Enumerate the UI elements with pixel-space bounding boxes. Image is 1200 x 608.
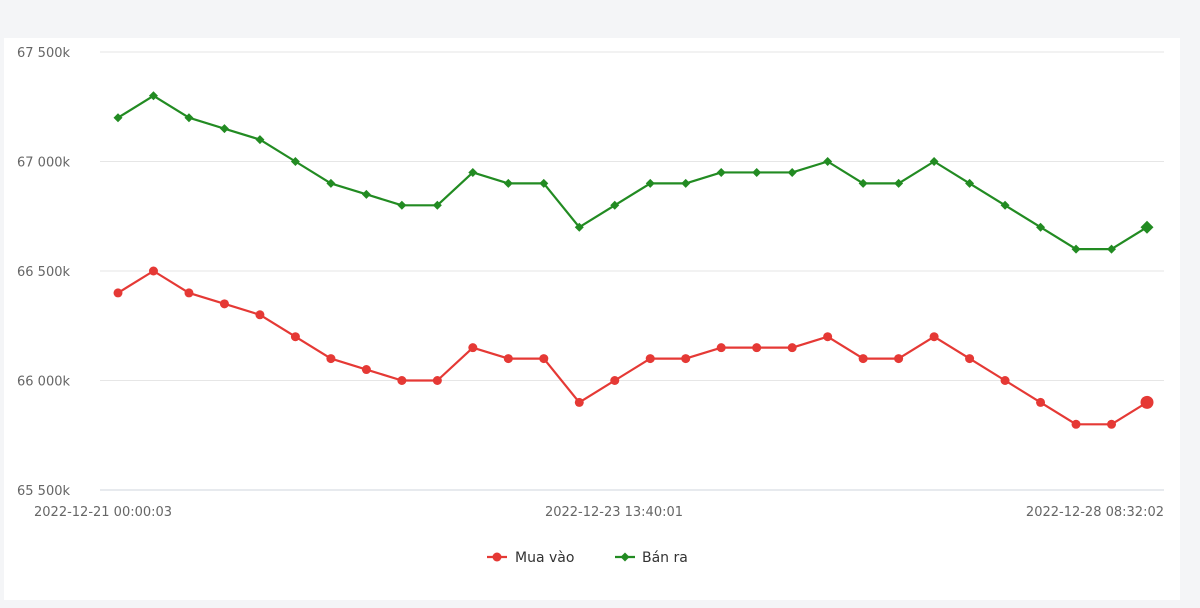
data-point[interactable] (503, 354, 513, 364)
data-point[interactable] (219, 299, 229, 309)
y-tick-label: 67 000k (17, 156, 70, 171)
data-point[interactable] (965, 178, 975, 188)
gridlines (100, 51, 1164, 491)
legend-item[interactable]: Bán ra (615, 550, 688, 566)
data-point[interactable] (610, 376, 620, 385)
x-axis-tick-labels: 2022-12-21 00:00:03 2022-12-23 13:40:01 20… (34, 505, 1164, 520)
series-layer (113, 91, 1154, 429)
data-point[interactable] (290, 332, 300, 342)
data-point[interactable] (219, 124, 229, 134)
data-point[interactable] (1140, 220, 1154, 234)
data-point[interactable] (290, 157, 300, 166)
data-point[interactable] (432, 376, 442, 385)
data-point[interactable] (113, 288, 123, 298)
y-tick-label: 67 500k (17, 46, 70, 61)
data-point[interactable] (1000, 200, 1010, 210)
data-point[interactable] (184, 288, 194, 298)
data-point[interactable] (432, 200, 442, 210)
series-ban-ra (113, 91, 1154, 254)
x-tick-label: 2022-12-28 08:32:02 (1026, 505, 1164, 520)
legend-marker (620, 552, 630, 562)
legend-item[interactable]: Mua vào (487, 550, 574, 566)
x-tick-label: 2022-12-21 00:00:03 (34, 505, 172, 520)
series-line (117, 94, 1148, 251)
data-point[interactable] (1036, 397, 1046, 407)
data-point[interactable] (787, 343, 797, 353)
data-point[interactable] (716, 167, 726, 177)
data-point[interactable] (1071, 419, 1081, 429)
data-point[interactable] (929, 332, 939, 342)
data-point[interactable] (468, 167, 478, 177)
data-point[interactable] (397, 376, 407, 385)
data-point[interactable] (326, 354, 336, 364)
data-point[interactable] (113, 113, 123, 123)
data-point[interactable] (965, 354, 975, 364)
data-point[interactable] (184, 113, 194, 123)
data-point[interactable] (1107, 244, 1117, 254)
data-point[interactable] (148, 266, 158, 276)
data-point[interactable] (397, 200, 407, 210)
chart-panel (4, 38, 1180, 600)
data-point[interactable] (787, 167, 797, 177)
data-point[interactable] (574, 222, 584, 232)
data-point[interactable] (681, 354, 691, 364)
data-point[interactable] (645, 354, 655, 364)
legend[interactable]: Mua vào Bán ra (487, 550, 688, 566)
data-point[interactable] (361, 189, 371, 199)
data-point[interactable] (1140, 395, 1154, 409)
y-tick-label: 66 000k (17, 375, 70, 390)
data-point[interactable] (716, 343, 726, 353)
data-point[interactable] (681, 178, 691, 188)
data-point[interactable] (610, 200, 620, 210)
data-point[interactable] (326, 178, 336, 188)
data-point[interactable] (1071, 244, 1081, 254)
y-tick-label: 66 500k (17, 265, 70, 280)
data-point[interactable] (858, 354, 868, 364)
data-point[interactable] (1036, 222, 1046, 232)
data-point[interactable] (752, 343, 762, 353)
data-point[interactable] (858, 178, 868, 188)
data-point[interactable] (894, 178, 904, 188)
y-axis-tick-labels: 67 500k 67 000k 66 500k 66 000k 65 500k (17, 46, 70, 499)
data-point[interactable] (255, 135, 265, 145)
data-point[interactable] (752, 167, 762, 177)
data-point[interactable] (468, 343, 478, 353)
data-point[interactable] (645, 178, 655, 188)
series-line (117, 269, 1148, 426)
y-tick-label: 65 500k (17, 484, 70, 499)
legend-marker (492, 552, 502, 562)
data-point[interactable] (255, 310, 265, 320)
data-point[interactable] (823, 332, 833, 342)
data-point[interactable] (539, 178, 549, 188)
series-mua-vao (113, 266, 1154, 429)
data-point[interactable] (929, 157, 939, 166)
legend-label: Mua vào (515, 550, 574, 566)
data-point[interactable] (574, 397, 584, 407)
data-point[interactable] (539, 354, 549, 364)
data-point[interactable] (1107, 419, 1117, 429)
data-point[interactable] (823, 157, 833, 166)
data-point[interactable] (503, 178, 513, 188)
data-point[interactable] (361, 365, 371, 375)
data-point[interactable] (1000, 376, 1010, 385)
legend-label: Bán ra (642, 550, 688, 566)
data-point[interactable] (148, 91, 158, 101)
data-point[interactable] (894, 354, 904, 364)
x-tick-label: 2022-12-23 13:40:01 (545, 505, 683, 520)
